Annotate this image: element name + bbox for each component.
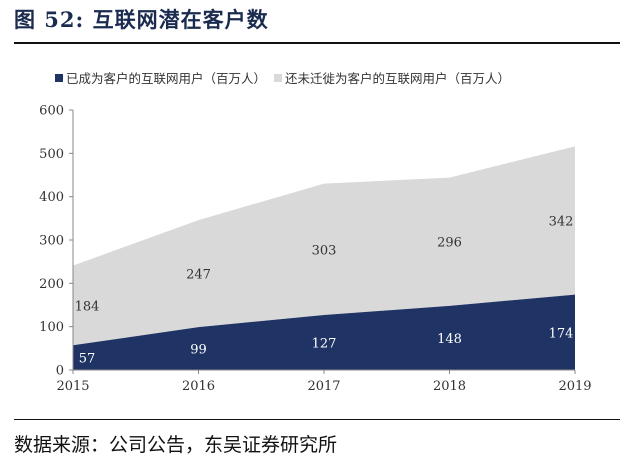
- figure-title: 图 52: 互联网潜在客户数: [14, 7, 269, 32]
- area-series-potential: [73, 146, 575, 346]
- data-label-potential: 296: [437, 236, 462, 251]
- data-label-potential: 342: [549, 215, 574, 230]
- legend-item-served: 已成为客户的互联网用户（百万人）: [55, 68, 266, 87]
- data-label-potential: 303: [312, 243, 337, 258]
- y-tick-label: 400: [39, 190, 64, 205]
- x-tick-label: 2016: [182, 379, 215, 394]
- y-tick-label: 0: [56, 364, 64, 379]
- data-label-potential: 184: [75, 299, 100, 314]
- x-tick-label: 2018: [433, 379, 466, 394]
- legend-swatch-served: [55, 73, 63, 82]
- data-label-served: 148: [437, 332, 462, 347]
- data-label-served: 174: [549, 326, 574, 341]
- data-label-served: 127: [312, 336, 337, 351]
- chart-legend: 已成为客户的互联网用户（百万人） 还未迁徙为客户的互联网用户（百万人）: [55, 68, 518, 87]
- legend-item-potential: 还未迁徙为客户的互联网用户（百万人）: [274, 68, 510, 87]
- x-tick-label: 2015: [56, 379, 89, 394]
- source-note: 数据来源：公司公告，东吴证券研究所: [14, 434, 338, 456]
- y-tick-label: 600: [39, 104, 64, 119]
- y-tick-label: 300: [39, 234, 64, 249]
- legend-label-served: 已成为客户的互联网用户（百万人）: [66, 71, 267, 86]
- data-label-served: 99: [190, 343, 207, 358]
- y-tick-label: 500: [39, 147, 64, 162]
- title-rule: [14, 42, 620, 44]
- data-label-potential: 247: [186, 268, 211, 283]
- source-rule: [14, 419, 620, 420]
- y-tick-label: 200: [39, 277, 64, 292]
- data-label-served: 57: [79, 352, 96, 367]
- legend-label-potential: 还未迁徙为客户的互联网用户（百万人）: [285, 71, 511, 86]
- y-tick-label: 100: [39, 320, 64, 335]
- x-tick-label: 2019: [558, 379, 591, 394]
- area-series-served: [73, 294, 575, 370]
- x-tick-label: 2017: [307, 379, 340, 394]
- legend-swatch-potential: [274, 73, 283, 82]
